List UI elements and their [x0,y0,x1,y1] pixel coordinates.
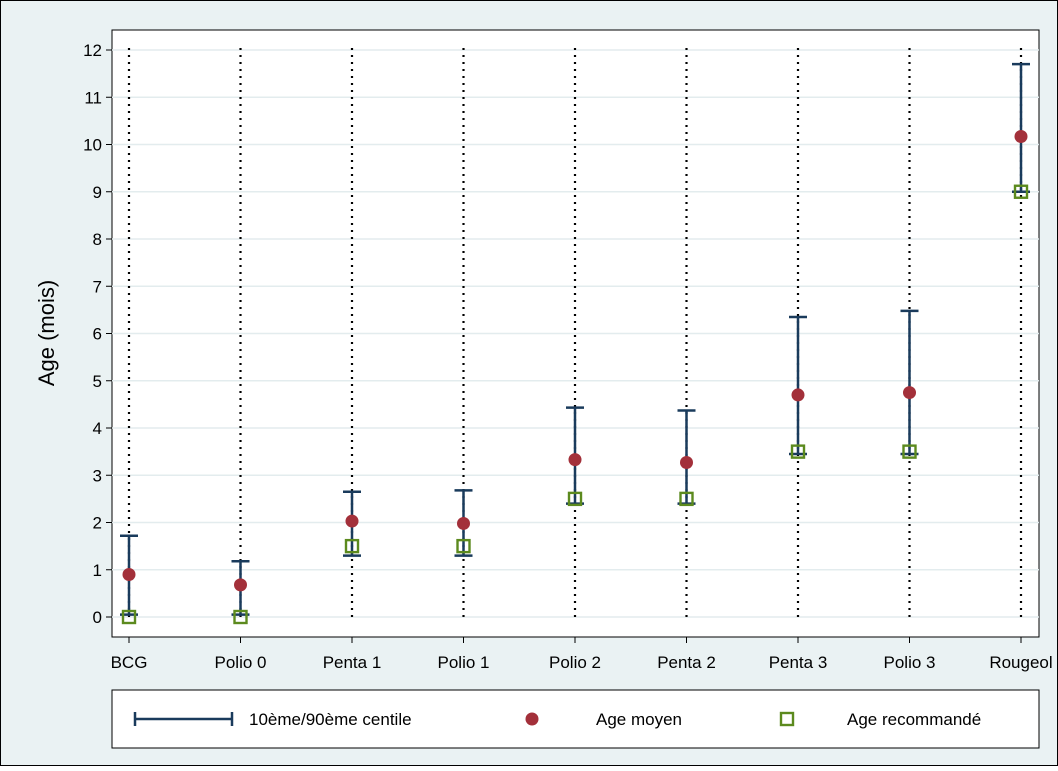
mean-age-point [122,567,136,581]
recommended-age-point [1013,184,1029,199]
x-axis: BCG Polio 0 Penta 1 Polio 1 Polio 2 Penta 2 Pe… [111,637,1053,672]
legend-label-recommended: Age recommandé [847,710,981,729]
mean-age-point [345,514,359,528]
mean-age-point [791,388,805,402]
y-tick-label: 2 [93,514,102,533]
y-tick-label: 10 [83,136,102,155]
mean-age-point [680,455,693,469]
y-tick-label: 12 [83,41,102,60]
y-tick-label: 7 [93,277,102,296]
mean-age-point [457,516,470,530]
y-tick-label: 8 [93,230,102,249]
x-tick-label: Polio 3 [884,653,936,672]
x-tick-label: Penta 1 [323,653,382,672]
recommended-age-point [567,491,583,507]
legend-label-centile: 10ème/90ème centile [249,710,412,729]
x-tick-label: Penta 2 [657,653,716,672]
legend-items: 10ème/90ème centile Age moyen Age recomman… [133,710,981,729]
y-tick-label: 6 [93,325,102,344]
y-tick-label: 9 [93,183,102,202]
mean-age-point [1014,129,1028,143]
y-tick-label: 4 [93,419,102,438]
recommended-age-point [456,538,471,554]
mean-age-point [568,453,582,467]
gridlines [112,49,1039,618]
x-tick-label: Penta 3 [769,653,828,672]
legend-mean-swatch [525,712,539,726]
x-tick-label: Rougeol [989,653,1052,672]
data-marks [120,62,1030,625]
y-axis-title: Age (mois) [34,280,59,386]
mean-age-point [903,386,916,400]
recommended-age-point [902,444,917,459]
recommended-age-point [344,538,360,554]
legend [111,689,1040,749]
legend-label-mean: Age moyen [596,710,682,729]
y-tick-label: 11 [84,88,102,107]
y-tick-label: 1 [93,561,102,580]
x-tick-label: Polio 2 [549,653,601,672]
y-tick-label: 5 [93,372,102,391]
recommended-age-point [233,609,248,625]
recommended-age-point [121,609,137,625]
y-tick-label: 3 [93,466,102,485]
x-tick-label: Polio 1 [438,653,490,672]
recommended-age-point [679,491,694,507]
y-tick-label: 0 [93,608,102,627]
legend-recommended-swatch [779,711,795,727]
mean-age-point [234,578,247,592]
recommended-age-point [790,444,806,459]
x-tick-label: Polio 0 [215,653,267,672]
x-tick-label: BCG [111,653,148,672]
